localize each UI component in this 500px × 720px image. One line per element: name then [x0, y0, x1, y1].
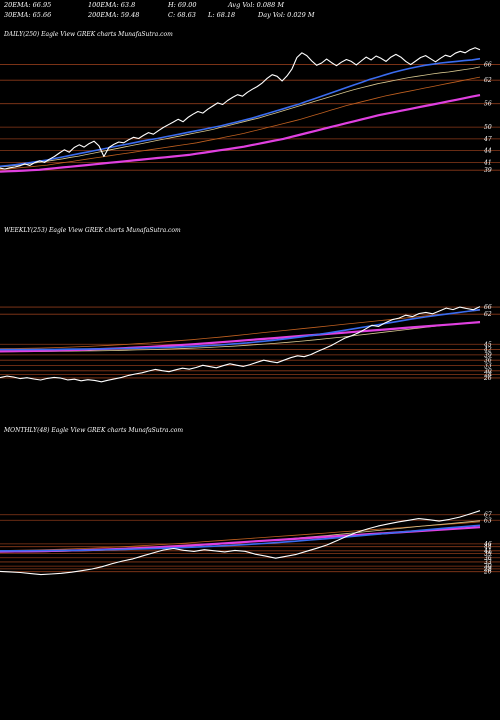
monthly-chart-title: MONTHLY(48) Eagle View GREK charts Munaf… — [4, 427, 184, 434]
weekly-level-label-8: 28 — [483, 371, 492, 378]
monthly-level-label-4: 41 — [483, 548, 492, 555]
daily-ema-white-line — [0, 66, 481, 168]
monthly-level-label-5: 39 — [484, 551, 492, 558]
daily-level-label-4: 47 — [483, 136, 492, 143]
daily-level-label-1: 62 — [484, 77, 492, 84]
daily-level-label-3: 50 — [484, 124, 492, 131]
daily-ema-orange-line — [0, 76, 481, 170]
stat-ema30: 30EMA: 65.66 — [4, 11, 52, 19]
stat-ema200: 200EMA: 59.48 — [88, 11, 140, 19]
monthly-price-line — [0, 510, 481, 576]
stat-close: C: 68.63 — [168, 11, 196, 19]
daily-ema-magenta-line — [0, 94, 481, 173]
weekly-ema-blue-line — [0, 308, 481, 351]
stat-ema20: 20EMA: 66.95 — [4, 1, 52, 9]
weekly-level-label-0: 66 — [484, 304, 492, 311]
stat-high: H: 69.00 — [168, 1, 197, 9]
monthly-level-label-6: 36 — [484, 555, 492, 562]
daily-level-label-0: 66 — [484, 62, 492, 69]
monthly-level-label-0: 67 — [484, 512, 492, 519]
monthly-level-label-7: 33 — [484, 559, 492, 566]
weekly-level-label-7: 30 — [484, 368, 492, 375]
monthly-level-label-10: 26 — [483, 569, 492, 576]
monthly-level-label-3: 44 — [483, 544, 492, 551]
monthly-level-label-8: 30 — [484, 563, 492, 570]
stat-avg-vol: Avg Vol: 0.088 M — [228, 1, 285, 9]
weekly-level-label-6: 33 — [484, 363, 492, 370]
weekly-level-label-4: 39 — [484, 352, 492, 359]
monthly-ema-blue-line — [0, 524, 481, 552]
monthly-level-label-1: 63 — [484, 517, 492, 524]
daily-level-label-5: 44 — [483, 148, 492, 155]
daily-level-label-2: 56 — [484, 101, 492, 108]
daily-chart-title: DAILY(250) Eagle View GREK charts Munafa… — [4, 31, 173, 38]
weekly-ema-orange-line — [0, 309, 481, 350]
weekly-chart-title: WEEKLY(253) Eagle View GREK charts Munaf… — [4, 227, 181, 234]
monthly-level-label-9: 28 — [483, 566, 492, 573]
daily-ema-blue-line — [0, 57, 481, 168]
weekly-level-label-5: 36 — [484, 357, 492, 364]
stat-low: L: 68.18 — [208, 11, 236, 19]
monthly-level-label-2: 46 — [483, 541, 492, 548]
weekly-ema-white-line — [0, 321, 481, 353]
monthly-ema-orange-line — [0, 521, 481, 551]
monthly-ema-white-line — [0, 520, 481, 553]
weekly-level-label-3: 42 — [483, 347, 492, 354]
weekly-level-label-2: 45 — [483, 341, 492, 348]
daily-price-line — [0, 47, 481, 170]
daily-level-label-6: 41 — [483, 159, 492, 166]
weekly-level-label-1: 62 — [484, 311, 492, 318]
stat-ema100: 100EMA: 63.8 — [88, 1, 136, 9]
weekly-price-line — [0, 306, 481, 383]
stat-day-vol: Day Vol: 0.029 M — [258, 11, 315, 19]
weekly-level-label-9: 26 — [483, 375, 492, 382]
daily-level-label-7: 39 — [484, 167, 492, 174]
